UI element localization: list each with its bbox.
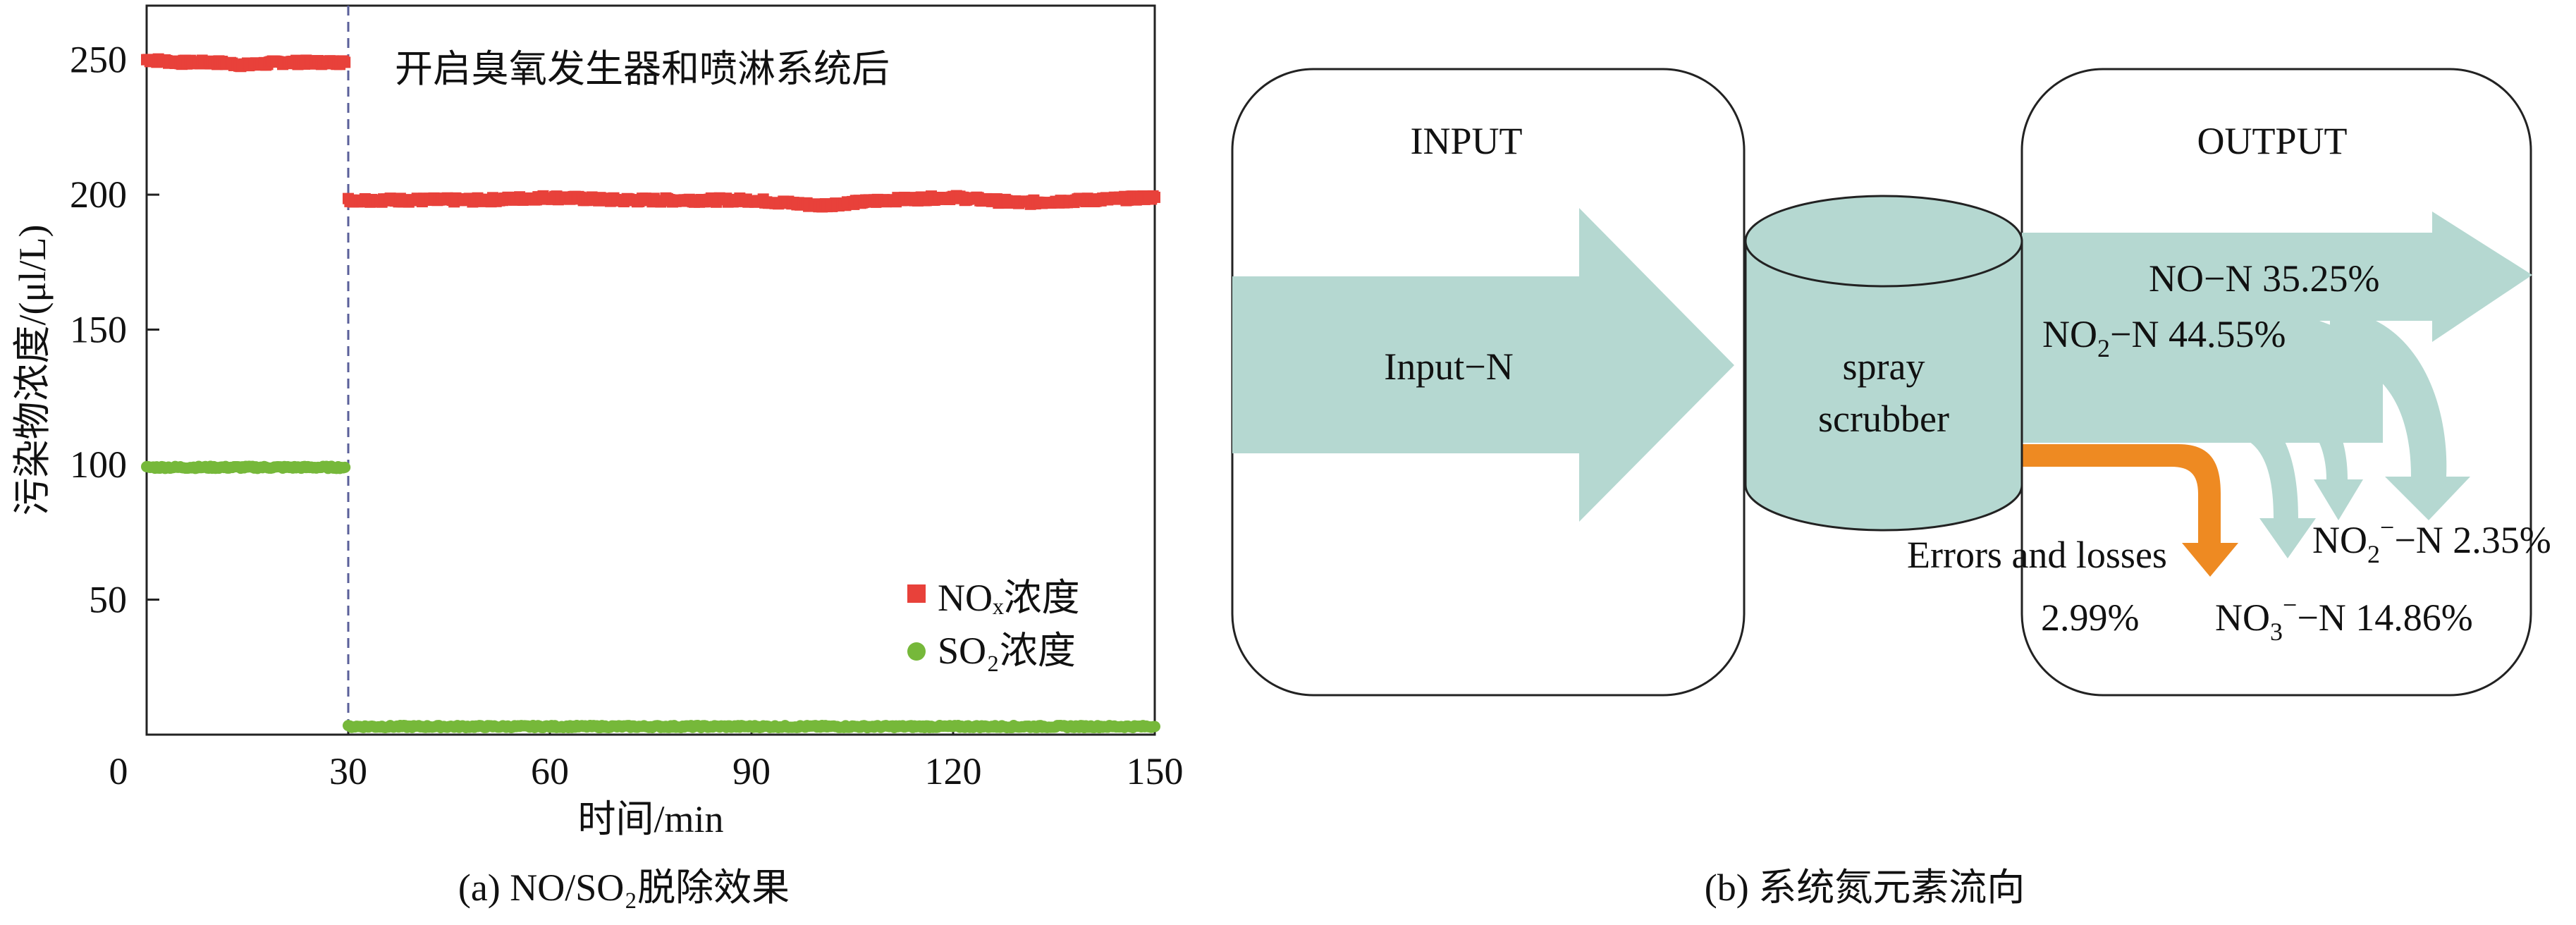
x-tick-label: 60: [531, 750, 569, 792]
spray-scrubber: [1744, 195, 2023, 532]
errors-losses-arrow: [2022, 444, 2238, 577]
so2-point: [1149, 721, 1160, 733]
plot-frame: [145, 4, 1156, 736]
caption-a: (a) NO/SO₂脱除效果: [458, 866, 790, 909]
no-n-label: NO−N 35.25%: [2149, 257, 2379, 300]
input-title: INPUT: [1411, 120, 1523, 162]
output-title: OUTPUT: [2197, 120, 2348, 162]
x-axis: 0 30 60 90 120 150: [109, 722, 1184, 792]
legend: NOₓ浓度 SO₂浓度: [907, 577, 1080, 672]
no3-minus-label: NO3−−N 14.86%: [2215, 591, 2473, 646]
legend-so2-label: SO₂浓度: [938, 630, 1076, 672]
y-tick-label: 150: [70, 309, 127, 351]
legend-nox-label: NOₓ浓度: [938, 577, 1080, 619]
x-tick-label: 120: [925, 750, 982, 792]
panel-b: INPUT OUTPUT Input−N spray scrubber NO−N…: [1231, 68, 2551, 909]
errors-losses-value: 2.99%: [2041, 596, 2139, 639]
input-arrow: [1232, 208, 1734, 522]
series-nox: [141, 53, 1160, 213]
input-n-label: Input−N: [1384, 345, 1513, 388]
y-tick-label: 200: [70, 173, 127, 216]
nox-point: [339, 56, 351, 68]
nox-point: [1149, 191, 1160, 203]
y-tick-label: 50: [89, 579, 127, 621]
legend-so2-marker: [907, 642, 926, 661]
caption-b: (b) 系统氮元素流向: [1705, 866, 2025, 909]
no-n-arrow: [2022, 212, 2532, 342]
scrubber-label-2: scrubber: [1818, 398, 1949, 440]
legend-nox-marker: [907, 584, 926, 603]
x-tick-label: 0: [109, 750, 128, 792]
so2-point: [339, 461, 351, 473]
no2-minus-arrow: [2330, 310, 2470, 520]
x-tick-label: 90: [732, 750, 771, 792]
scrubber-label-1: spray: [1843, 345, 1925, 388]
x-axis-label: 时间/min: [577, 798, 723, 840]
y-axis: 50 100 150 200 250: [70, 39, 159, 621]
y-tick-label: 100: [70, 443, 127, 486]
series-layer: [141, 53, 1160, 734]
panel-a: 50 100 150 200 250 0 30 60 90 120 150 开启臭氧发生器和喷淋系…: [11, 4, 1184, 909]
no2-minus-mid-arrow: [2277, 381, 2363, 520]
no2-n-label: NO2−N 44.55%: [2042, 313, 2286, 362]
no2-minus-label: NO2−−N 2.35%: [2312, 513, 2551, 568]
y-axis-label: 污染物浓度/(μl/L): [11, 225, 54, 516]
annotation-text: 开启臭氧发生器和喷淋系统后: [395, 48, 890, 90]
x-tick-label: 30: [329, 750, 367, 792]
series-so2: [141, 460, 1160, 734]
x-tick-label: 150: [1127, 750, 1184, 792]
errors-losses-label: Errors and losses: [1907, 534, 2167, 576]
no3-minus-arrow: [2221, 402, 2316, 558]
y-tick-label: 250: [70, 39, 127, 81]
